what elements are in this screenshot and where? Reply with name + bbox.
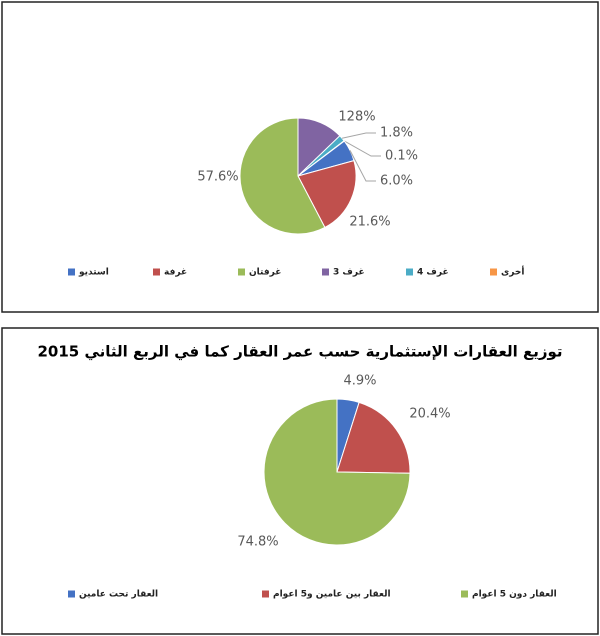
legend-label: أخرى [501,266,524,278]
pie-slice [297,159,357,229]
data-label: 74.8% [237,535,278,550]
legend-label: العقار بين عامين و5 اعوام [273,590,391,600]
data-label: 0.1% [385,149,418,164]
data-label: 1.8% [380,126,413,141]
legend-swatch [490,268,497,276]
legend-label: استديو [78,268,109,278]
legend-label: 3 غرف [333,268,365,278]
data-label: 6.0% [380,174,413,189]
legend-swatch [262,590,269,598]
legend-swatch [68,590,75,598]
legend-label: 4 غرف [417,268,449,278]
legend-swatch [461,590,468,598]
leader-line [341,132,376,139]
data-label: 57.6% [197,170,238,185]
data-label: 128% [338,110,375,125]
leader-line [343,140,381,157]
chart-title: توزيع العقارات الإستثمارية حسب عمر العقا… [37,343,562,361]
data-label: 21.6% [349,215,390,230]
legend-label: العقار دون 5 اعوام [472,590,557,600]
legend-swatch [238,268,245,276]
pie-slice [239,117,326,235]
legend-label: غرفتان [249,268,281,278]
legend-swatch [153,268,160,276]
data-label: 4.9% [343,374,376,389]
legend-swatch [322,268,329,276]
legend-swatch [406,268,413,276]
legend-label: غرفة [164,268,187,278]
leader-line [349,150,376,182]
legend-label: العقار تحت عامين [79,590,158,600]
data-label: 20.4% [409,407,450,422]
pie-slice [263,398,411,546]
pie-slice [336,401,411,474]
legend-swatch [68,268,75,276]
